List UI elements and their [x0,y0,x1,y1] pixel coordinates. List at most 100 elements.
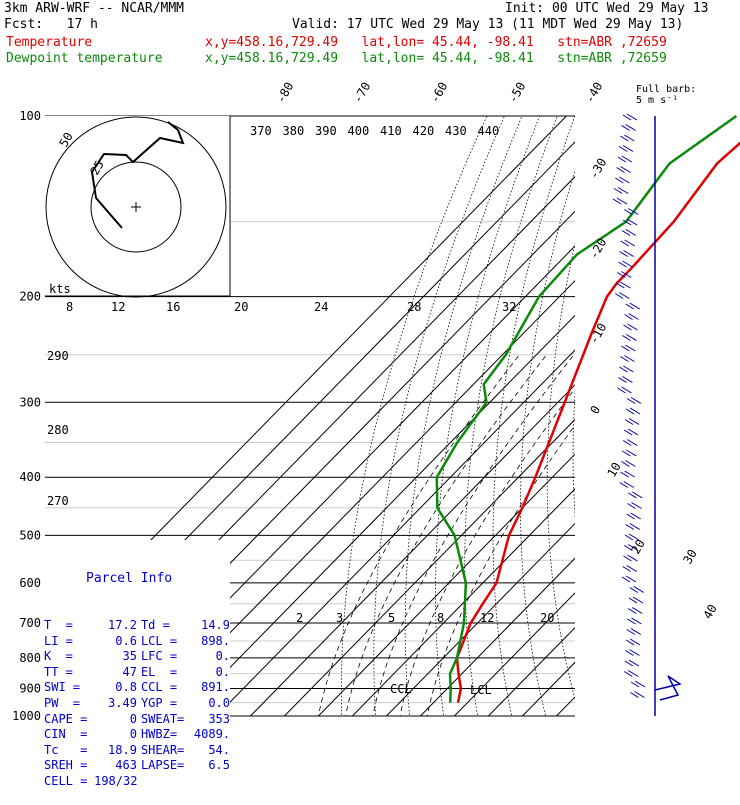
parcel-info-cell: SWI = [44,680,81,695]
mixing-ratio-label: 16 [166,300,180,314]
isotherm-label: 10 [604,460,623,480]
wind-barb [618,376,633,383]
wind-barb [619,481,635,488]
theta-e-label: 390 [315,124,337,138]
parcel-info-cell: SREH = [44,758,88,773]
hodograph-ring [45,116,227,298]
wind-barb [621,460,636,467]
wind-barb [624,208,639,215]
theta-e-label: 410 [380,124,402,138]
wind-barb [627,607,643,614]
sounding-traces [435,114,740,703]
moist-adiabat [372,354,575,716]
parcel-info-cell: 35 [122,649,137,664]
parcel-info-cell: CELL = [44,773,88,788]
parcel-info-cell: CIN = [44,727,88,742]
parcel-info-title: Parcel Info [86,571,173,587]
wind-barb [625,407,641,415]
mixing-ratio-label: 20 [540,611,554,625]
theta-e-label: 420 [413,124,435,138]
wind-barb [617,271,632,278]
wind-barb [619,365,634,373]
isotherm-label: -70 [350,80,373,106]
mixing-ratio-label: 2 [296,611,303,625]
theta-e-label: 380 [283,124,305,138]
wind-barb [620,239,636,247]
isotherm-label: 40 [700,602,719,622]
parcel-info-row: PW = 3.49 YGP = 0.0 [44,696,230,712]
wind-barb [625,523,641,530]
parcel-info-cell: 0 [129,711,137,726]
hodograph-ring-label: 25 [87,158,106,178]
parcel-info-row: TT = 47 EL = 0. [44,665,230,681]
parcel-info-cell: 198/32 [94,773,138,788]
wind-barb [621,344,636,352]
pressure-tick-label: 600 [19,576,41,590]
isotherm-label: -20 [586,236,609,262]
isotherm-label: 0 [587,403,603,416]
dry-adiabat [340,116,488,716]
isotherm-label: -40 [582,80,605,106]
parcel-info-row: CELL = 198/32 [44,774,230,790]
wind-barb [619,250,634,257]
parcel-info-cell: SWEAT= [140,711,185,726]
dry-adiabat [572,387,575,520]
isotherm-label: -10 [586,321,609,347]
wind-barb [624,418,640,425]
parcel-info-cell: EL = [140,664,178,679]
parcel-info-cell: CAPE = [44,711,88,726]
wind-barb [614,292,630,299]
wind-barb [616,281,631,289]
ccl-label: CCL [390,682,412,696]
isotherm [249,384,575,716]
wind-barb [622,218,638,226]
wind-barb [624,659,640,667]
parcel-info-cell: 0.8 [115,680,137,695]
isotherm [147,280,575,716]
parcel-info-cell: SHEAR= [140,742,185,757]
dry-adiabat [492,116,575,716]
mixing-ratio-label: 8 [66,300,73,314]
dry-adiabat-label: 270 [47,494,69,508]
wind-barb [630,691,645,698]
forecast-hour: Fcst: 17 h [4,17,98,32]
isotherm-label: -30 [586,156,609,182]
mixing-ratio-label: 24 [314,300,328,314]
dewpoint-trace [435,114,738,703]
isotherm [555,696,575,716]
parcel-info-cell: 0 [129,727,137,742]
parcel-info-cell: 14.9 [201,617,231,632]
mixing-ratio-label: 28 [407,300,421,314]
lcl-label: LCL [470,683,492,697]
temperature-legend: Temperature [6,35,93,50]
temperature-trace [455,141,740,703]
hodograph-center [131,202,141,212]
isotherm [419,557,575,716]
wind-barb [623,670,639,677]
mixing-ratio-label: 3 [336,611,343,625]
parcel-info-row: T = 17.2 Td = 14.9 [44,618,230,634]
parcel-info-cell: 0.0 [208,695,231,710]
isotherm-label: -50 [505,80,528,106]
barb-note: Full barb: 5 m s⁻¹ [636,84,697,106]
mixing-ratio-label: 8 [437,611,444,625]
wind-barb [622,439,638,446]
dry-adiabat-label: 280 [47,423,69,437]
wind-barb [622,449,637,457]
wind-barb [627,617,642,625]
wind-barbs [612,113,682,716]
hodograph-background [45,116,230,296]
wind-barb [613,187,629,194]
parcel-info-cell: CCL = [140,680,178,695]
parcel-info-row: Tc = 18.9 SHEAR= 54. [44,743,230,759]
pressure-tick-label: 100 [19,109,41,123]
model-title: 3km ARW-WRF -- NCAR/MMM [4,1,185,16]
parcel-info-cell: T = [44,617,73,632]
isotherm [317,453,575,716]
dry-adiabat-label: 290 [47,349,69,363]
wind-barb [624,533,640,541]
wind-barb [616,166,631,173]
parcel-info-cell: LAPSE= [140,758,185,773]
wind-barb [627,502,642,509]
wind-barb [625,302,640,310]
